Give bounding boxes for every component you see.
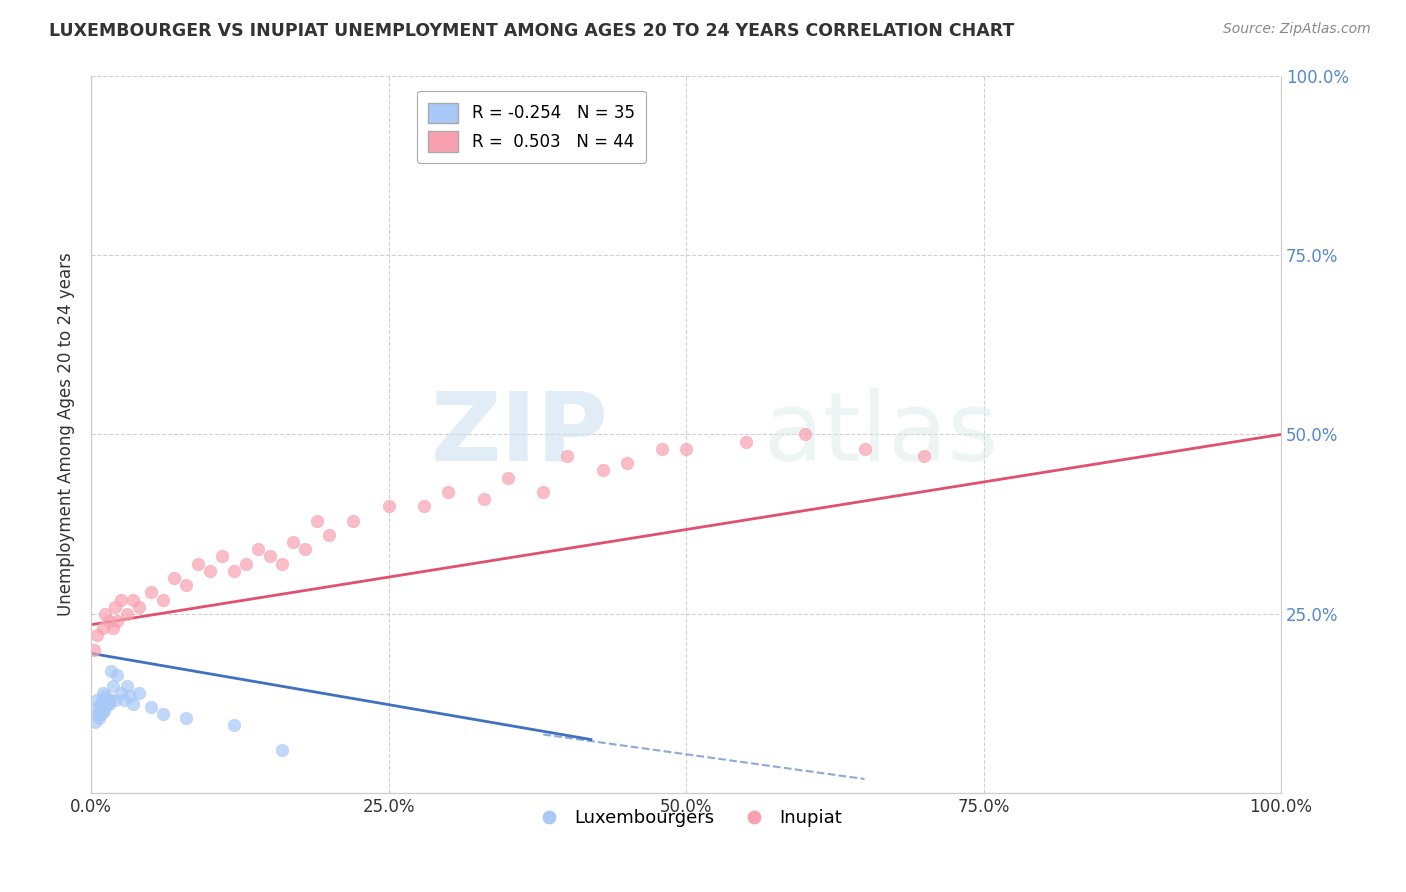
Point (472, 491, 495, 506)
Point (86, 628, 108, 642)
Text: Source: ZipAtlas.com: Source: ZipAtlas.com (1223, 22, 1371, 37)
Point (91, 700, 114, 714)
Point (270, 743, 292, 757)
Point (222, 718, 245, 732)
Point (100, 665, 122, 679)
Point (128, 599, 150, 614)
Point (83, 714, 105, 729)
Point (651, 442, 673, 456)
Text: ZIP: ZIP (430, 388, 609, 481)
Point (110, 592, 132, 607)
Point (98, 614, 121, 628)
Point (294, 542, 316, 557)
Point (318, 528, 340, 542)
Point (128, 686, 150, 700)
Point (176, 578, 198, 592)
Point (115, 679, 138, 693)
Point (176, 711, 198, 725)
Point (139, 700, 162, 714)
Point (437, 484, 460, 499)
Point (259, 549, 281, 564)
Legend: Luxembourgers, Inupiat: Luxembourgers, Inupiat (523, 802, 849, 835)
Point (139, 585, 162, 599)
Point (794, 427, 817, 442)
Point (90, 697, 112, 711)
Point (270, 557, 292, 571)
Point (101, 621, 124, 635)
Text: atlas: atlas (763, 388, 998, 481)
Point (675, 442, 697, 456)
Point (377, 500, 399, 514)
Point (307, 514, 329, 528)
Point (97, 693, 120, 707)
Point (592, 463, 614, 477)
Text: LUXEMBOURGER VS INUPIAT UNEMPLOYMENT AMONG AGES 20 TO 24 YEARS CORRELATION CHART: LUXEMBOURGER VS INUPIAT UNEMPLOYMENT AMO… (49, 22, 1015, 40)
Point (104, 693, 127, 707)
Point (114, 693, 136, 707)
Point (93, 704, 115, 718)
Point (96, 697, 118, 711)
Point (163, 571, 186, 585)
Point (110, 686, 132, 700)
Point (91, 621, 114, 635)
Point (93, 693, 115, 707)
Point (86, 693, 108, 707)
Point (98, 693, 121, 707)
Point (104, 599, 127, 614)
Point (555, 449, 578, 463)
Point (98, 697, 121, 711)
Point (91, 686, 114, 700)
Point (83, 642, 105, 657)
Point (105, 614, 128, 628)
Point (246, 542, 269, 557)
Point (90, 704, 112, 718)
Point (198, 564, 221, 578)
Point (152, 592, 174, 607)
Point (115, 607, 138, 621)
Point (101, 679, 124, 693)
Point (90, 707, 112, 722)
Point (734, 434, 756, 449)
Point (496, 470, 519, 484)
Point (94, 700, 117, 714)
Point (235, 557, 257, 571)
Point (120, 690, 142, 704)
Point (531, 484, 554, 499)
Point (105, 668, 128, 682)
Point (211, 549, 233, 564)
Point (94, 607, 117, 621)
Point (187, 557, 209, 571)
Point (342, 514, 364, 528)
Point (912, 449, 935, 463)
Point (121, 592, 143, 607)
Point (89, 711, 111, 725)
Point (413, 500, 436, 514)
Point (86, 707, 108, 722)
Point (89, 704, 111, 718)
Point (616, 456, 638, 470)
Point (152, 707, 174, 722)
Point (90, 693, 112, 707)
Point (121, 697, 143, 711)
Point (222, 564, 245, 578)
Point (94, 690, 117, 704)
Point (283, 535, 305, 549)
Point (87, 700, 110, 714)
Point (853, 442, 876, 456)
Y-axis label: Unemployment Among Ages 20 to 24 years: Unemployment Among Ages 20 to 24 years (58, 252, 75, 616)
